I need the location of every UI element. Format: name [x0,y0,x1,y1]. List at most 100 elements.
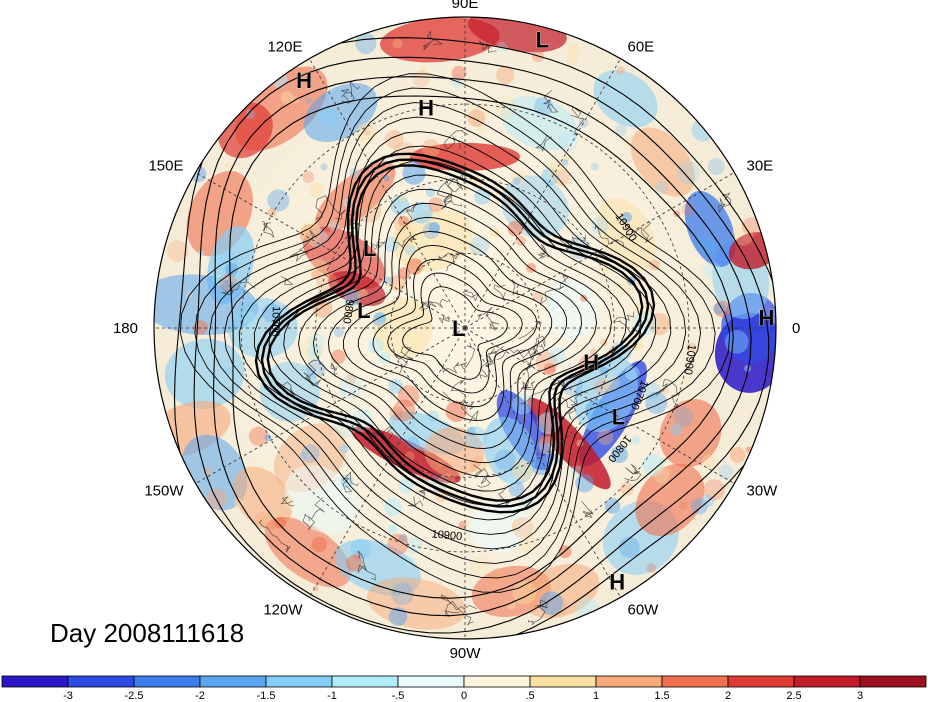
colorbar-box [199,675,267,688]
anomaly-speck [590,216,609,235]
day-title: Day 2008111618 [50,618,245,648]
jet-contour [266,164,644,502]
low-pressure-label: L [363,236,376,261]
anomaly-speck [383,174,390,182]
anomaly-speck [596,264,611,279]
anomaly-speck [731,223,754,246]
colorbar-tick-label: -2 [195,690,205,702]
anomaly-speck [476,124,486,133]
coastline-segment [407,496,424,507]
anomaly-speck [333,326,344,338]
anomaly-speck [464,426,487,449]
low-pressure-label: L [357,298,370,323]
anomaly-speck [725,330,749,354]
anomaly-speck [393,216,409,232]
anomaly-speck [585,399,609,423]
colorbar-box [793,675,861,688]
contour-value-label: 10900 [682,344,698,376]
anomaly-speck [343,302,360,319]
anomaly-speck [387,533,409,555]
colorbar-box [727,675,795,688]
anomaly-speck [531,456,551,476]
anomaly-speck [356,122,377,143]
anomaly-speck [576,439,584,447]
anomaly-blob [630,127,695,197]
anomaly-blob [264,516,352,588]
anomaly-speck [469,556,491,578]
anomaly-speck [718,464,734,480]
coastline-segment [496,344,548,361]
anomaly-blob [328,271,386,307]
longitude-labels: 90E 60E 30E 0 30W 60W 90W 120W 150W 180 150E 120E [113,0,800,660]
coastline-segment [280,496,295,507]
coastline-segment [520,380,536,391]
coastline-segment [486,345,504,360]
anomaly-speck [654,180,669,194]
colorbar-tick-label: -1 [327,690,337,702]
anomaly-speck [703,479,725,501]
coastline-segment [443,130,469,150]
low-pressure-label: L [536,28,549,53]
colorbar-labels: -3 -2.5 -2 -1.5 -1 -.5 0 .5 1 1.5 2 2.5 3 [63,690,863,702]
anomaly-speck [364,129,371,136]
coastline-segment [426,298,449,309]
anomaly-speck [681,202,696,217]
anomaly-speck [713,302,726,315]
anomaly-speck [307,258,329,280]
anomaly-speck [225,262,239,276]
coastline-segment [479,352,497,379]
anomaly-speck [621,212,632,223]
anomaly-speck [590,162,599,171]
contour-value-label: 10900 [431,528,463,543]
anomaly-speck [264,434,272,442]
longitude-label: 120E [267,39,302,56]
anomaly-blob [547,279,598,339]
anomaly-speck [405,537,423,554]
anomaly-speck [410,201,433,224]
polar-map: 90E 60E 30E 0 30W 60W 90W 120W 150W 180 150E 120E 1… [113,0,800,660]
anomaly-speck [311,536,328,552]
anomaly-speck [532,291,543,303]
coastline-segment [539,274,569,305]
height-contour [179,73,731,593]
anomaly-speck [343,289,361,307]
height-contour [387,272,523,394]
coastline-segment [393,234,417,249]
coastline-segment [568,391,588,421]
coastline-segment [543,90,559,113]
colorbar-box [133,675,201,688]
coastline-segment [437,359,466,374]
anomaly-speck [213,274,225,286]
anomaly-speck [696,237,706,247]
anomaly-speck [511,460,534,482]
anomaly-speck [339,444,349,454]
colorbar: -3 -2.5 -2 -1.5 -1 -.5 0 .5 1 1.5 2 2.5 3 [1,675,927,702]
anomaly-blob [500,96,579,151]
anomaly-speck [388,378,404,394]
map-disk [154,17,776,639]
anomaly-speck [299,224,320,245]
anomaly-speck [580,294,588,302]
colorbar-tick-label: .5 [525,690,534,702]
anomaly-speck [660,386,670,395]
anomaly-speck [305,97,312,104]
colorbar-tick-label: 2.5 [786,690,801,702]
height-contour [194,87,716,579]
height-contour [223,116,687,550]
coastline-segment [370,426,394,440]
colorbar-box [529,675,597,688]
anomaly-speck [398,533,408,543]
meridian-line [195,327,466,484]
coastline-segment [656,379,679,412]
anomaly-speck [412,70,430,88]
anomaly-speck [511,520,523,532]
anomaly-speck [383,236,400,252]
coastline-segment [460,342,476,371]
anomaly-speck [388,607,408,626]
coastline-segment [438,251,463,272]
coastline-segment [220,281,256,296]
anomaly-speck [328,221,340,232]
anomaly-blob [684,191,736,267]
anomaly-speck [610,445,628,463]
anomaly-speck [435,242,446,252]
